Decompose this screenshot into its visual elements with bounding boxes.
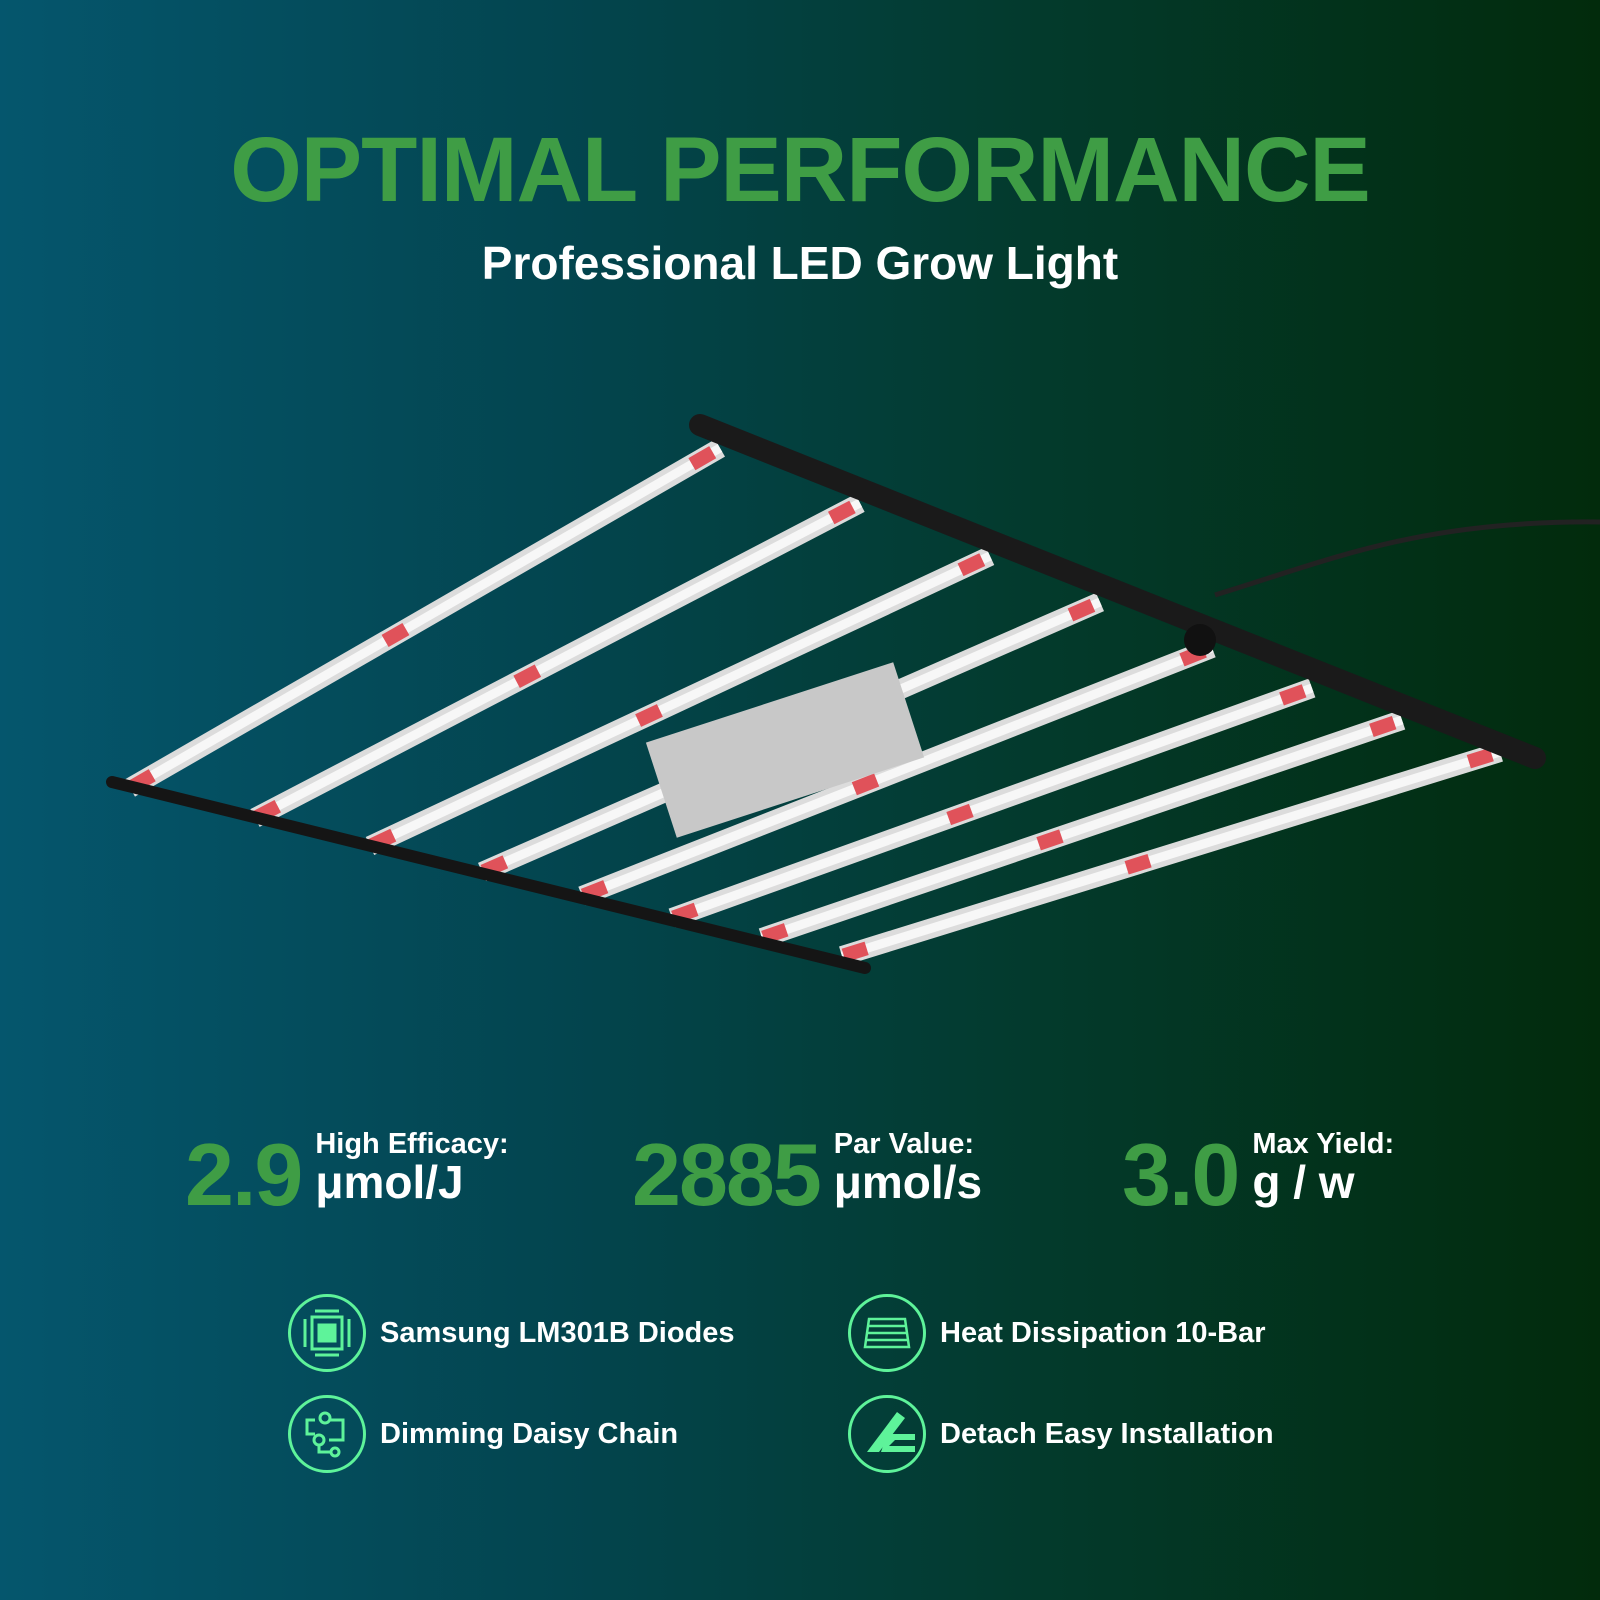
led-strip: [368, 551, 992, 851]
daisy-chain-icon: [288, 1395, 366, 1473]
red-diode-marker: [1369, 716, 1397, 738]
red-diode-marker: [1466, 747, 1494, 769]
stat-value: 2885: [632, 1125, 822, 1224]
heatsink-icon: [848, 1294, 926, 1372]
stat-yield: 3.0 Max Yield: g / w: [1122, 1125, 1394, 1224]
feature-label: Samsung LM301B Diodes: [380, 1316, 735, 1349]
stat-value: 3.0: [1122, 1125, 1240, 1224]
stat-unit: μmol/J: [315, 1156, 464, 1208]
red-diode-marker: [827, 500, 856, 525]
top-rail: [689, 414, 1546, 769]
red-diode-marker: [841, 941, 869, 963]
led-strip: [127, 444, 723, 792]
red-diode-marker: [1036, 829, 1064, 851]
stat-unit: g / w: [1252, 1156, 1355, 1208]
led-strip: [580, 643, 1214, 901]
feature-heat-dissipation: Heat Dissipation 10-Bar: [848, 1294, 1266, 1372]
red-diode-marker: [957, 553, 986, 577]
feature-daisy-chain: Dimming Daisy Chain: [288, 1395, 678, 1473]
red-diode-marker: [635, 704, 663, 727]
red-diode-marker: [1124, 853, 1152, 875]
red-diode-marker: [513, 664, 542, 689]
driver-box: [645, 662, 925, 838]
stat-label: Par Value:: [833, 1128, 975, 1160]
red-diode-marker: [688, 446, 717, 471]
led-strip: [252, 499, 863, 822]
led-strip: [760, 715, 1404, 943]
stat-unit: μmol/s: [833, 1156, 983, 1208]
stat-label: High Efficacy:: [315, 1128, 509, 1160]
page-subtitle: Professional LED Grow Light: [481, 237, 1119, 289]
bottom-rail: [106, 776, 871, 974]
stat-par: 2885 Par Value: μmol/s: [632, 1125, 983, 1224]
page-title: OPTIMAL PERFORMANCE: [230, 119, 1371, 221]
red-diode-marker: [1067, 598, 1096, 622]
red-diode-marker: [851, 773, 880, 796]
power-cable: [1214, 519, 1600, 598]
feature-label: Heat Dissipation 10-Bar: [940, 1316, 1266, 1349]
feature-detach: Detach Easy Installation: [848, 1395, 1274, 1473]
led-strip: [840, 747, 1502, 961]
stat-label: Max Yield:: [1252, 1128, 1395, 1160]
chip-icon: [288, 1294, 366, 1372]
feature-diodes: Samsung LM301B Diodes: [288, 1294, 735, 1372]
red-diode-marker: [1279, 684, 1307, 706]
stat-value: 2.9: [185, 1125, 303, 1224]
feature-label: Dimming Daisy Chain: [380, 1417, 679, 1450]
led-strip: [670, 683, 1314, 923]
hanger-mount: [1184, 624, 1216, 656]
feature-label: Detach Easy Installation: [940, 1417, 1274, 1450]
detach-icon: [848, 1395, 926, 1473]
stat-efficacy: 2.9 High Efficacy: μmol/J: [185, 1125, 509, 1224]
red-diode-marker: [381, 622, 410, 648]
red-diode-marker: [946, 803, 974, 826]
red-diode-marker: [761, 923, 789, 945]
